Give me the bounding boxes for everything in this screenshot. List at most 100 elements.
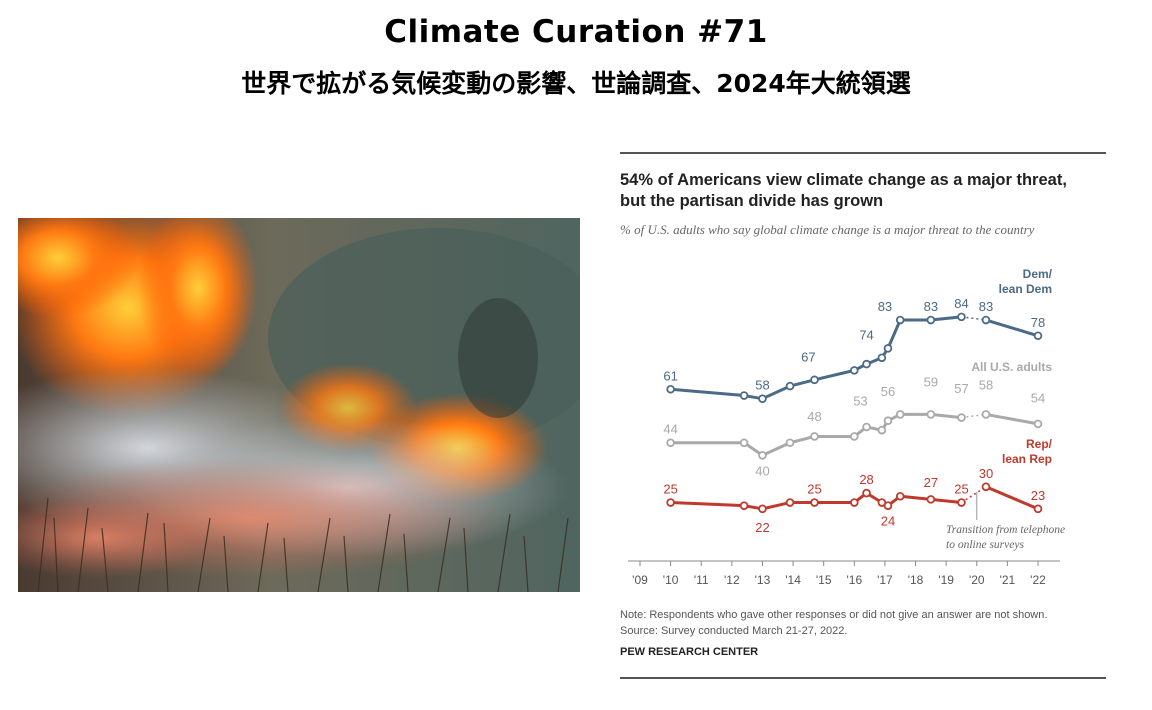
data-label: 58 [755, 378, 769, 393]
data-point [957, 312, 966, 322]
data-label: 54 [1031, 390, 1045, 405]
data-point [883, 344, 893, 353]
chart-subtitle: % of U.S. adults who say global climate … [620, 222, 1035, 237]
data-point [810, 432, 819, 441]
x-tick-label: '09 [632, 573, 648, 587]
bottom-rule [620, 677, 1106, 679]
data-point [862, 422, 871, 432]
data-point [810, 498, 819, 507]
data-point [666, 498, 675, 507]
data-point [895, 410, 905, 419]
data-label: 83 [924, 299, 938, 314]
data-point [877, 425, 887, 435]
line-chart: '09 '10 '11 '12 '13 '14 '15 '16 '17 '18 '19 '20 '21 '… [628, 267, 1065, 587]
data-label: 56 [881, 384, 895, 399]
data-point [895, 491, 905, 501]
data-point [862, 359, 871, 369]
data-point [877, 353, 887, 363]
annotation-text: Transition from telephone [946, 524, 1065, 536]
page-subtitle: 世界で拡がる気候変動の影響、世論調査、2024年大統領選 [241, 69, 911, 98]
series-line [670, 315, 962, 401]
data-label: 61 [663, 368, 677, 383]
page-title: Climate Curation #71 [384, 14, 768, 50]
data-point [926, 495, 936, 504]
data-label: 78 [1031, 315, 1045, 330]
data-label: 44 [663, 422, 677, 437]
wildfire-photo [18, 218, 580, 592]
data-point [981, 315, 991, 325]
legend-label: Rep/ [1026, 437, 1053, 451]
data-point [785, 438, 795, 448]
series-line [985, 485, 1039, 511]
chart-title: 54% of Americans view climate change as … [620, 171, 1067, 210]
chart-org: PEW RESEARCH CENTER [620, 646, 759, 658]
data-label: 23 [1031, 488, 1045, 503]
data-label: 25 [663, 482, 677, 497]
data-point [850, 498, 859, 507]
data-point [810, 375, 819, 385]
data-point [926, 315, 936, 325]
chart-source: Source: Survey conducted March 21-27, 20… [620, 625, 848, 637]
data-point [666, 438, 675, 448]
data-point [883, 501, 893, 510]
data-point [758, 451, 767, 460]
data-point [739, 391, 749, 400]
x-tick-label: '22 [1030, 573, 1046, 587]
data-label: 48 [807, 409, 821, 424]
x-tick-label: '17 [877, 573, 893, 587]
series-line [985, 318, 1039, 338]
data-label: 30 [979, 466, 993, 481]
data-point [758, 394, 767, 403]
x-tick-label: '13 [755, 573, 771, 587]
x-tick-label: '16 [846, 573, 862, 587]
data-point [739, 501, 749, 510]
x-tick-label: '11 [694, 573, 709, 587]
legend-label: Dem/ [1023, 267, 1053, 281]
data-label: 59 [924, 375, 938, 390]
data-label: 74 [859, 327, 873, 342]
data-point [981, 410, 991, 419]
data-point [926, 410, 936, 419]
data-label: 25 [807, 482, 821, 497]
chart-note: Note: Respondents who gave other respons… [620, 609, 1048, 621]
data-point [739, 438, 749, 448]
data-label: 83 [979, 299, 993, 314]
x-tick-label: '12 [724, 573, 740, 587]
annotation-text: to online surveys [946, 539, 1024, 551]
data-label: 57 [954, 381, 968, 396]
chart-panel: 54% of Americans view climate change as … [620, 152, 1106, 682]
x-tick-label: '21 [1000, 573, 1016, 587]
x-tick-label: '10 [663, 573, 679, 587]
legend-label: lean Dem [999, 282, 1052, 296]
data-label: 58 [979, 378, 993, 393]
x-tick-label: '15 [816, 573, 832, 587]
data-label: 22 [755, 520, 769, 535]
x-tick-label: '18 [908, 573, 924, 587]
data-point [981, 482, 991, 492]
data-label: 28 [859, 472, 873, 487]
data-point [957, 498, 966, 507]
data-label: 40 [755, 463, 769, 478]
data-point [1033, 331, 1043, 341]
data-point [850, 432, 859, 441]
x-tick-label: '19 [938, 573, 954, 587]
data-point [862, 488, 871, 498]
data-point [785, 381, 795, 391]
data-label: 25 [954, 482, 968, 497]
data-point [666, 384, 675, 394]
data-point [957, 413, 966, 422]
series-line [985, 412, 1039, 426]
legend-label: lean Rep [1002, 452, 1052, 466]
data-point [1033, 419, 1043, 429]
data-label: 67 [801, 349, 815, 364]
data-point [895, 315, 905, 325]
x-tick-label: '14 [785, 573, 801, 587]
top-rule [620, 152, 1106, 154]
data-point [883, 416, 893, 426]
data-point [850, 366, 859, 375]
data-label: 83 [878, 299, 892, 314]
data-label: 27 [924, 475, 938, 490]
data-point [785, 498, 795, 507]
data-point [758, 504, 767, 514]
data-label: 53 [853, 393, 867, 408]
